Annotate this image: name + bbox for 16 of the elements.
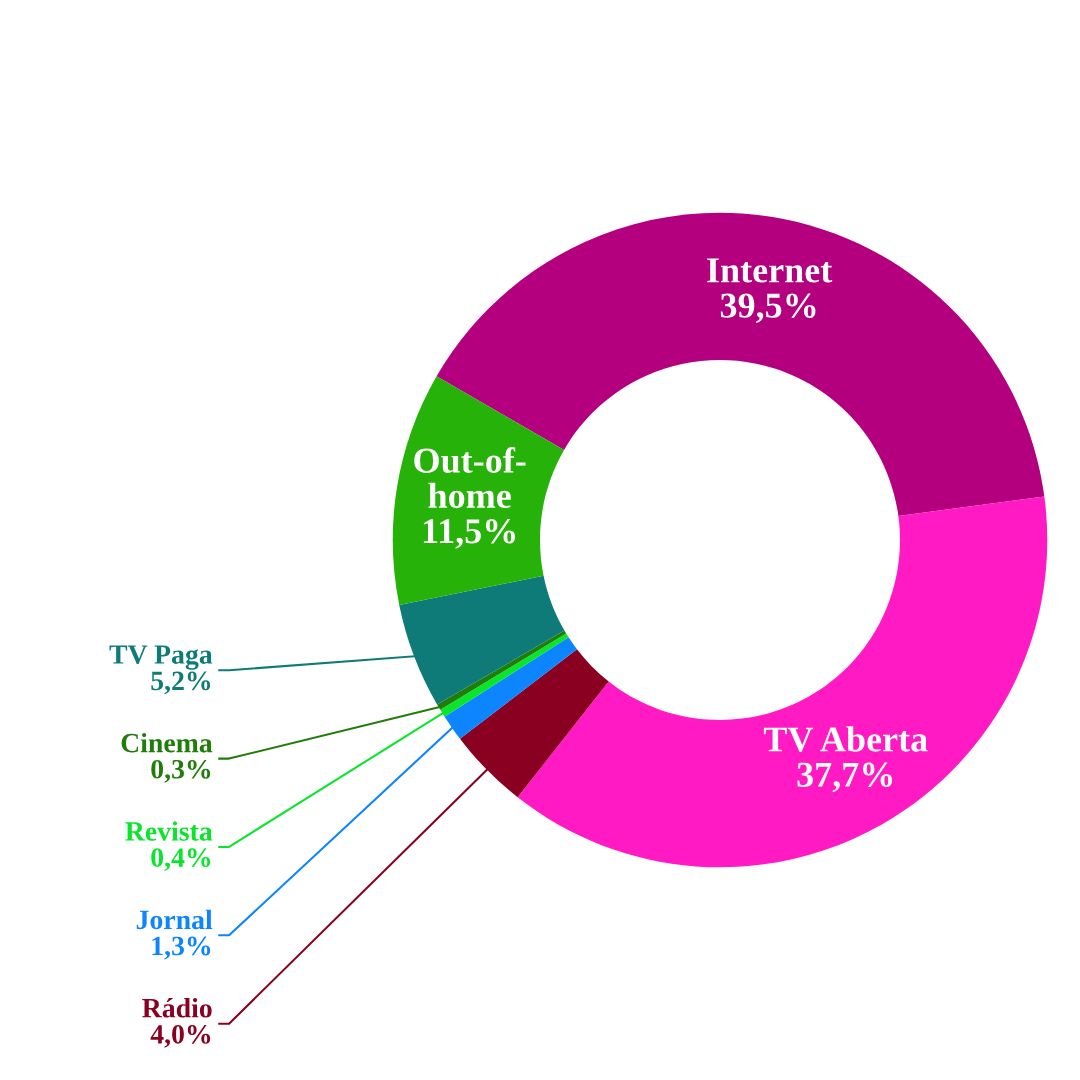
data-label: 0,4% <box>151 848 211 872</box>
slice-label: Jornal <box>136 909 213 930</box>
data-label: 1,3% <box>152 936 211 960</box>
data-label: 0,3% <box>151 759 211 783</box>
data-label: 39,5% <box>720 293 816 324</box>
data-label: 5,2% <box>151 671 211 695</box>
slice-label: Out-of-home <box>414 447 526 509</box>
slice-label: Internet <box>707 258 833 283</box>
slice-label: Revista <box>125 821 213 841</box>
data-label: 37,7% <box>797 762 893 793</box>
slice-label: Rádio <box>142 997 212 1018</box>
data-label: 11,5% <box>423 519 515 549</box>
slice-label: TV Aberta <box>763 726 928 752</box>
slice-label: Cinema <box>121 732 213 753</box>
slice-label: TV Paga <box>109 645 213 670</box>
data-label: 4,0% <box>150 1024 211 1048</box>
